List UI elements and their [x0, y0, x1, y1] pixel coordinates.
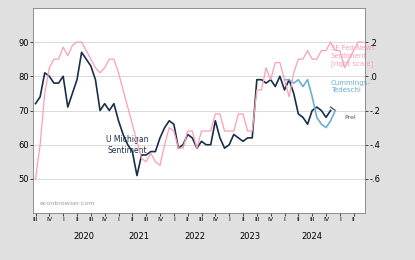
Text: 2022: 2022 [184, 232, 205, 241]
Text: U Michigan
Sentiment: U Michigan Sentiment [107, 135, 149, 155]
Text: Prel: Prel [344, 115, 356, 120]
Text: Cummings-
Tedeschi: Cummings- Tedeschi [331, 80, 370, 93]
Text: 2020: 2020 [73, 232, 95, 241]
Text: econbrowser.com: econbrowser.com [40, 201, 95, 206]
Text: 2021: 2021 [129, 232, 150, 241]
Text: SF Fed News
Sentiment
[right scale]: SF Fed News Sentiment [right scale] [331, 46, 375, 67]
Text: 2024: 2024 [302, 232, 323, 241]
Text: 2023: 2023 [239, 232, 261, 241]
